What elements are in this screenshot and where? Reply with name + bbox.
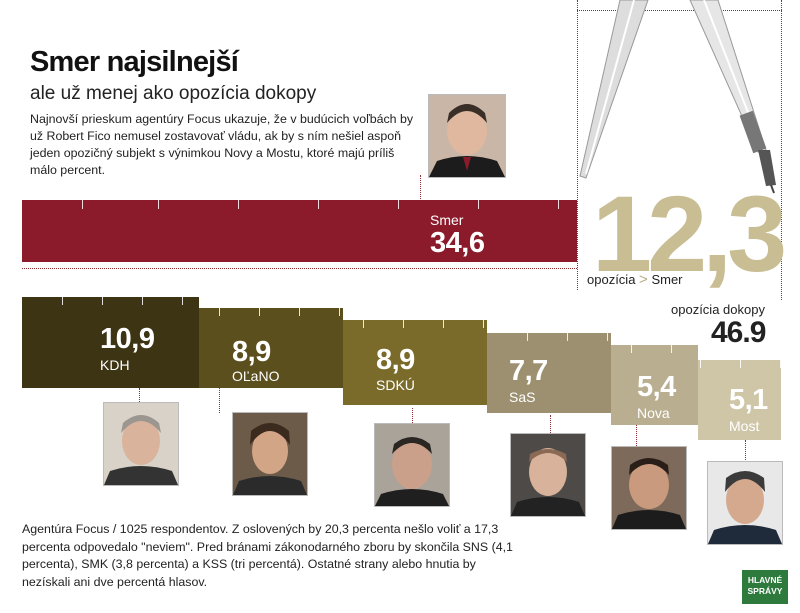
tick: [631, 345, 632, 353]
bar-olano: 8,9 OĽaNO: [199, 308, 343, 388]
tick: [299, 308, 300, 316]
tick: [259, 308, 260, 316]
tick: [567, 333, 568, 341]
portrait-photo-icon: [708, 462, 782, 544]
difference-caption-left: opozícia: [587, 272, 636, 287]
portrait-sas: [510, 433, 586, 517]
opposition-label: opozícia dokopy: [671, 302, 765, 317]
bar-label-most: Most: [729, 418, 760, 434]
portrait-photo-icon: [429, 95, 505, 177]
guide-line-right: [781, 0, 782, 300]
tick: [339, 308, 340, 316]
bar-label-nova: Nova: [637, 405, 670, 421]
tick: [403, 320, 404, 328]
tick: [102, 297, 103, 305]
bar-kdh: 10,9 KDH: [22, 297, 199, 388]
bar-smer: Smer 34,6: [22, 200, 577, 262]
bar-value-kdh: 10,9: [100, 323, 155, 355]
tick: [671, 345, 672, 353]
bar-most: 5,1 Most: [698, 360, 781, 440]
difference-caption: opozícia > Smer: [587, 271, 683, 288]
drawing-compass-icon: [579, 0, 776, 194]
tick: [363, 320, 364, 328]
guide-line-left: [577, 0, 578, 290]
guide-line-kdh: [139, 388, 140, 408]
difference-value: 12,3: [592, 173, 787, 294]
bar-label-kdh: KDH: [100, 357, 130, 373]
opposition-total: 46.9: [711, 316, 766, 349]
bar-value-smer: 34,6: [430, 227, 485, 259]
difference-caption-right: Smer: [651, 272, 683, 287]
tick: [780, 360, 781, 368]
portrait-sdku: [374, 423, 450, 507]
tick: [142, 297, 143, 305]
tick: [558, 200, 559, 209]
tick: [82, 200, 83, 209]
tick: [238, 200, 239, 209]
portrait-photo-icon: [612, 447, 686, 529]
guide-line-sdku: [412, 408, 413, 423]
bar-value-most: 5,1: [729, 384, 768, 416]
tick: [443, 320, 444, 328]
tick: [182, 297, 183, 305]
tick: [700, 360, 701, 368]
tick: [527, 333, 528, 341]
portrait-photo-icon: [104, 403, 178, 485]
bar-sas: 7,7 SaS: [487, 333, 611, 413]
portrait-photo-icon: [375, 424, 449, 506]
intro-text: Najnovší prieskum agentúry Focus ukazuje…: [30, 112, 414, 177]
tick: [158, 200, 159, 209]
portrait-smer: [428, 94, 506, 178]
tick: [318, 200, 319, 209]
bar-value-sas: 7,7: [509, 355, 548, 387]
portrait-nova: [611, 446, 687, 530]
guide-line-nova: [636, 425, 637, 448]
tick: [62, 297, 63, 305]
tick: [607, 333, 608, 341]
tick: [483, 320, 484, 328]
chart-subtitle: ale už menej ako opozícia dokopy: [30, 83, 317, 104]
chart-title: Smer najsilnejší: [30, 46, 239, 78]
portrait-kdh: [103, 402, 179, 486]
portrait-most: [707, 461, 783, 545]
tick: [740, 360, 741, 368]
greater-than-icon: >: [639, 271, 648, 288]
guide-line-most: [745, 440, 746, 462]
guide-line-bottom: [22, 268, 577, 269]
source-note: Agentúra Focus / 1025 respondentov. Z os…: [22, 522, 513, 589]
logo: HLAVNÉ SPRÁVY: [742, 570, 788, 604]
bar-label-sas: SaS: [509, 389, 536, 405]
tick: [398, 200, 399, 209]
guide-line-top: [577, 10, 782, 11]
tick: [478, 200, 479, 209]
bar-value-sdku: 8,9: [376, 344, 415, 376]
bar-value-olano: 8,9: [232, 336, 271, 368]
bar-label-olano: OĽaNO: [232, 368, 280, 384]
bar-value-nova: 5,4: [637, 371, 676, 403]
guide-line-sas: [550, 415, 551, 435]
bar-label-sdku: SDKÚ: [376, 377, 415, 393]
bar-sdku: 8,9 SDKÚ: [343, 320, 487, 405]
tick: [219, 308, 220, 316]
bar-nova: 5,4 Nova: [611, 345, 698, 425]
bar-label-smer: Smer: [430, 212, 464, 228]
portrait-photo-icon: [511, 434, 585, 516]
portrait-olano: [232, 412, 308, 496]
portrait-photo-icon: [233, 413, 307, 495]
